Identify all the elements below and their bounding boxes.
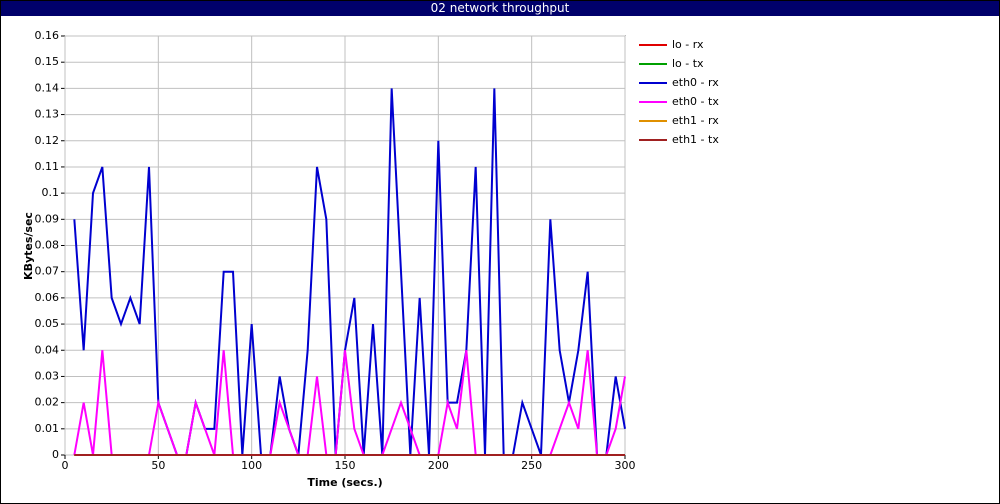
legend-label: lo - rx	[672, 38, 704, 51]
y-axis-label: KBytes/sec	[22, 212, 35, 280]
x-tick-label: 50	[151, 459, 165, 472]
legend-label: eth0 - rx	[672, 76, 719, 89]
x-axis-label: Time (secs.)	[307, 476, 382, 489]
y-tick-label: 0.1	[42, 186, 60, 199]
y-tick-label: 0.15	[35, 55, 60, 68]
legend-label: eth0 - tx	[672, 95, 719, 108]
y-tick-label: 0.08	[35, 239, 60, 252]
legend-label: eth1 - rx	[672, 114, 719, 127]
x-tick-label: 150	[335, 459, 356, 472]
y-tick-label: 0.03	[35, 369, 60, 382]
x-tick-label: 100	[241, 459, 262, 472]
y-tick-label: 0.02	[35, 396, 60, 409]
x-tick-label: 300	[615, 459, 636, 472]
y-tick-label: 0.01	[35, 422, 60, 435]
x-tick-label: 200	[428, 459, 449, 472]
legend-label: lo - tx	[672, 57, 704, 70]
x-tick-label: 0	[62, 459, 69, 472]
x-tick-label: 250	[521, 459, 542, 472]
y-tick-label: 0.12	[35, 134, 60, 147]
y-tick-label: 0.04	[35, 343, 60, 356]
y-tick-label: 0.05	[35, 317, 60, 330]
y-tick-label: 0.16	[35, 29, 60, 42]
y-tick-label: 0	[52, 448, 59, 461]
y-tick-label: 0.09	[35, 212, 60, 225]
legend-label: eth1 - tx	[672, 133, 719, 146]
y-tick-label: 0.11	[35, 160, 60, 173]
y-tick-label: 0.13	[35, 108, 60, 121]
y-tick-label: 0.07	[35, 265, 60, 278]
y-tick-label: 0.14	[35, 81, 60, 94]
title-bar: 02 network throughput	[1, 1, 999, 16]
y-tick-label: 0.06	[35, 291, 60, 304]
